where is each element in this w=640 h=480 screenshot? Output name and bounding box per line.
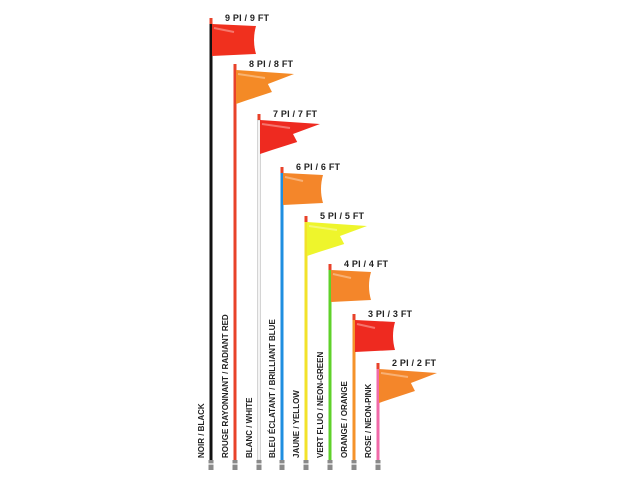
flag-highlight bbox=[308, 225, 338, 231]
color-name-label: ORANGE / ORANGE bbox=[340, 381, 349, 458]
whip-pole bbox=[209, 24, 213, 460]
flag-highlight bbox=[356, 323, 376, 329]
flag bbox=[236, 70, 294, 104]
flag bbox=[212, 24, 256, 56]
flag-highlight bbox=[213, 27, 235, 33]
flag-highlight bbox=[237, 73, 266, 79]
flag bbox=[355, 320, 395, 352]
flag-highlight bbox=[261, 123, 291, 129]
color-name-label: NOIR / BLACK bbox=[197, 403, 206, 458]
whip-flag-6 bbox=[327, 264, 371, 470]
whip-pole bbox=[352, 320, 356, 460]
pole-base-highlight bbox=[327, 463, 333, 465]
pole-base-highlight bbox=[232, 463, 238, 465]
pole-base-highlight bbox=[279, 463, 285, 465]
color-name-label: ROUGE RAYONNANT / RADIANT RED bbox=[221, 314, 230, 458]
color-name-label: VERT FLUO / NEON-GREEN bbox=[316, 351, 325, 458]
pole-base-highlight bbox=[303, 463, 309, 465]
pole-tip bbox=[376, 363, 380, 369]
flag-highlight bbox=[332, 273, 352, 279]
color-name-label: BLANC / WHITE bbox=[245, 397, 254, 458]
pole-base-highlight bbox=[256, 463, 262, 465]
flag bbox=[331, 270, 371, 302]
size-label: 5 PI / 5 FT bbox=[320, 211, 365, 221]
pole-tip bbox=[328, 264, 332, 270]
size-label: 3 PI / 3 FT bbox=[368, 309, 413, 319]
pole-tip bbox=[352, 314, 356, 320]
whip-pole bbox=[280, 173, 284, 460]
pole-tip bbox=[280, 167, 284, 173]
whip-pole bbox=[233, 70, 237, 460]
pole-tip bbox=[257, 114, 261, 120]
color-name-label: JAUNE / YELLOW bbox=[292, 390, 301, 458]
size-label: 7 PI / 7 FT bbox=[273, 109, 318, 119]
pole-tip bbox=[209, 18, 213, 24]
pole-tip bbox=[304, 216, 308, 222]
size-label: 6 PI / 6 FT bbox=[296, 162, 341, 172]
size-label: 4 PI / 4 FT bbox=[344, 259, 389, 269]
whip-flag-4 bbox=[279, 167, 323, 470]
flag bbox=[283, 173, 323, 205]
whip-flag-1 bbox=[208, 18, 256, 470]
whip-pole bbox=[304, 222, 308, 460]
whip-flag-8 bbox=[375, 363, 437, 470]
whip-pole bbox=[328, 270, 332, 460]
flag bbox=[307, 222, 367, 256]
flag bbox=[260, 120, 320, 154]
size-label: 8 PI / 8 FT bbox=[249, 59, 294, 69]
whip-flag-3 bbox=[256, 114, 320, 470]
whip-flag-5 bbox=[303, 216, 367, 470]
pole-tip bbox=[233, 64, 237, 70]
color-name-label: ROSE / NEON-PINK bbox=[364, 383, 373, 458]
size-label: 9 PI / 9 FT bbox=[225, 13, 270, 23]
whip-flag-7 bbox=[351, 314, 395, 470]
color-name-label: BLEU ÉCLATANT / BRILLIANT BLUE bbox=[268, 319, 277, 458]
flag-highlight bbox=[380, 372, 409, 378]
size-label: 2 PI / 2 FT bbox=[392, 358, 437, 368]
pole-base-highlight bbox=[351, 463, 357, 465]
whip-flag-2 bbox=[232, 64, 294, 470]
pole-base-highlight bbox=[375, 463, 381, 465]
pole-base-highlight bbox=[208, 463, 214, 465]
flag bbox=[379, 369, 437, 403]
flag-highlight bbox=[284, 176, 304, 182]
whip-pole bbox=[376, 369, 380, 460]
whip-pole bbox=[257, 119, 261, 461]
